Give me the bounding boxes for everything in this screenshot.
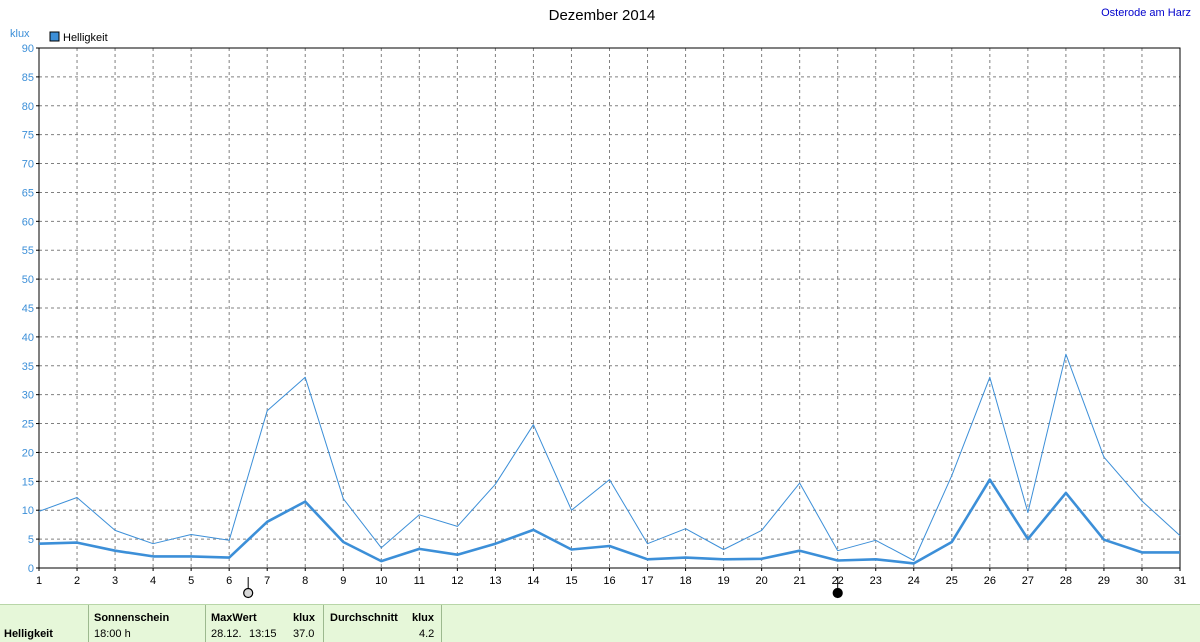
legend: Helligkeit	[49, 31, 108, 44]
x-tick-label: 11	[414, 575, 425, 587]
plot-frame	[38, 47, 1181, 569]
max-date: 28.12.	[211, 628, 242, 640]
y-tick-label: 25	[22, 419, 34, 431]
legend-swatch	[49, 31, 60, 42]
max-time: 13:15	[249, 628, 277, 640]
sunshine-header: Sonnenschein	[94, 612, 170, 624]
x-tick-label: 31	[1174, 575, 1186, 587]
series-line-average	[38, 478, 1180, 565]
x-tick-label: 30	[1136, 575, 1148, 587]
x-tick-label: 19	[717, 575, 729, 587]
moon-markers	[243, 577, 843, 599]
x-tick-label: 27	[1022, 575, 1034, 587]
y-tick-label: 40	[22, 332, 34, 344]
y-tick-label: 5	[28, 534, 34, 546]
x-tick-label: 17	[641, 575, 653, 587]
x-tick-label: 6	[226, 575, 232, 587]
new-moon-icon	[832, 587, 843, 599]
x-tick-label: 18	[679, 575, 691, 587]
y-tick-label: 60	[22, 216, 34, 228]
stats-panel: Helligkeit Sonnenschein 18:00 h MaxWert …	[0, 604, 1200, 642]
y-axis-unit: klux	[10, 28, 30, 40]
x-tick-label: 24	[908, 575, 920, 587]
x-tick-label: 26	[984, 575, 996, 587]
x-tick-label: 21	[794, 575, 806, 587]
x-tick-label: 13	[489, 575, 501, 587]
x-tick-label: 5	[188, 575, 194, 587]
y-tick-label: 10	[22, 505, 34, 517]
y-tick-label: 75	[22, 130, 34, 142]
x-tick-label: 9	[340, 575, 346, 587]
max-header: MaxWert	[211, 612, 257, 624]
stats-divider	[88, 605, 89, 642]
max-unit: klux	[293, 612, 316, 624]
x-tick-label: 8	[302, 575, 308, 587]
y-tick-label: 15	[22, 476, 34, 488]
stats-divider	[323, 605, 324, 642]
y-tick-label: 65	[22, 187, 34, 199]
average-value: 4.2	[419, 628, 435, 640]
full-moon-icon	[243, 587, 254, 599]
stats-divider	[441, 605, 442, 642]
stats-divider	[205, 605, 206, 642]
average-unit: klux	[412, 612, 435, 624]
x-tick-label: 2	[74, 575, 80, 587]
x-tick-label: 28	[1060, 575, 1072, 587]
x-tick-label: 12	[451, 575, 463, 587]
average-header: Durchschnitt	[330, 612, 398, 624]
y-tick-label: 85	[22, 72, 34, 84]
x-tick-labels: 1 2 3 4 5 6 7 8 9 10 11 12 13 14 15 16 17 18 19 20 21 22 23 24 2…	[36, 575, 1186, 587]
x-tick-label: 10	[375, 575, 387, 587]
legend-label: Helligkeit	[63, 32, 108, 44]
location-label: Osterode am Harz	[1101, 7, 1191, 19]
y-tick-label: 70	[22, 159, 34, 171]
series-lines	[38, 353, 1181, 565]
max-value: 37.0	[293, 628, 315, 640]
y-tick-label: 20	[22, 447, 34, 459]
grid	[39, 48, 1180, 568]
x-tick-label: 7	[264, 575, 270, 587]
x-tick-label: 3	[112, 575, 118, 587]
x-tick-label: 16	[603, 575, 615, 587]
y-tick-label: 80	[22, 101, 34, 113]
y-tick-label: 55	[22, 245, 34, 257]
sunshine-value: 18:00 h	[94, 628, 131, 640]
x-tick-label: 1	[36, 575, 42, 587]
axes	[36, 47, 1181, 571]
stats-row-label: Helligkeit	[4, 628, 53, 640]
x-tick-label: 20	[756, 575, 768, 587]
y-tick-label: 90	[22, 43, 34, 55]
y-tick-label: 45	[22, 303, 34, 315]
x-tick-label: 23	[870, 575, 882, 587]
y-tick-label: 30	[22, 390, 34, 402]
y-tick-label: 50	[22, 274, 34, 286]
x-tick-label: 14	[527, 575, 539, 587]
y-tick-labels: 0 5 10 15 20 25 30 35 40 45 50 55 60 65 70 75 80 85 90	[22, 43, 34, 575]
y-tick-label: 0	[28, 563, 34, 575]
chart-title: Dezember 2014	[549, 7, 656, 24]
chart: Dezember 2014 Osterode am Harz klux Hell…	[10, 7, 1191, 599]
x-tick-label: 25	[946, 575, 958, 587]
x-tick-label: 29	[1098, 575, 1110, 587]
x-tick-label: 15	[565, 575, 577, 587]
series-line-max	[38, 353, 1181, 561]
x-tick-label: 4	[150, 575, 156, 587]
y-tick-label: 35	[22, 361, 34, 373]
